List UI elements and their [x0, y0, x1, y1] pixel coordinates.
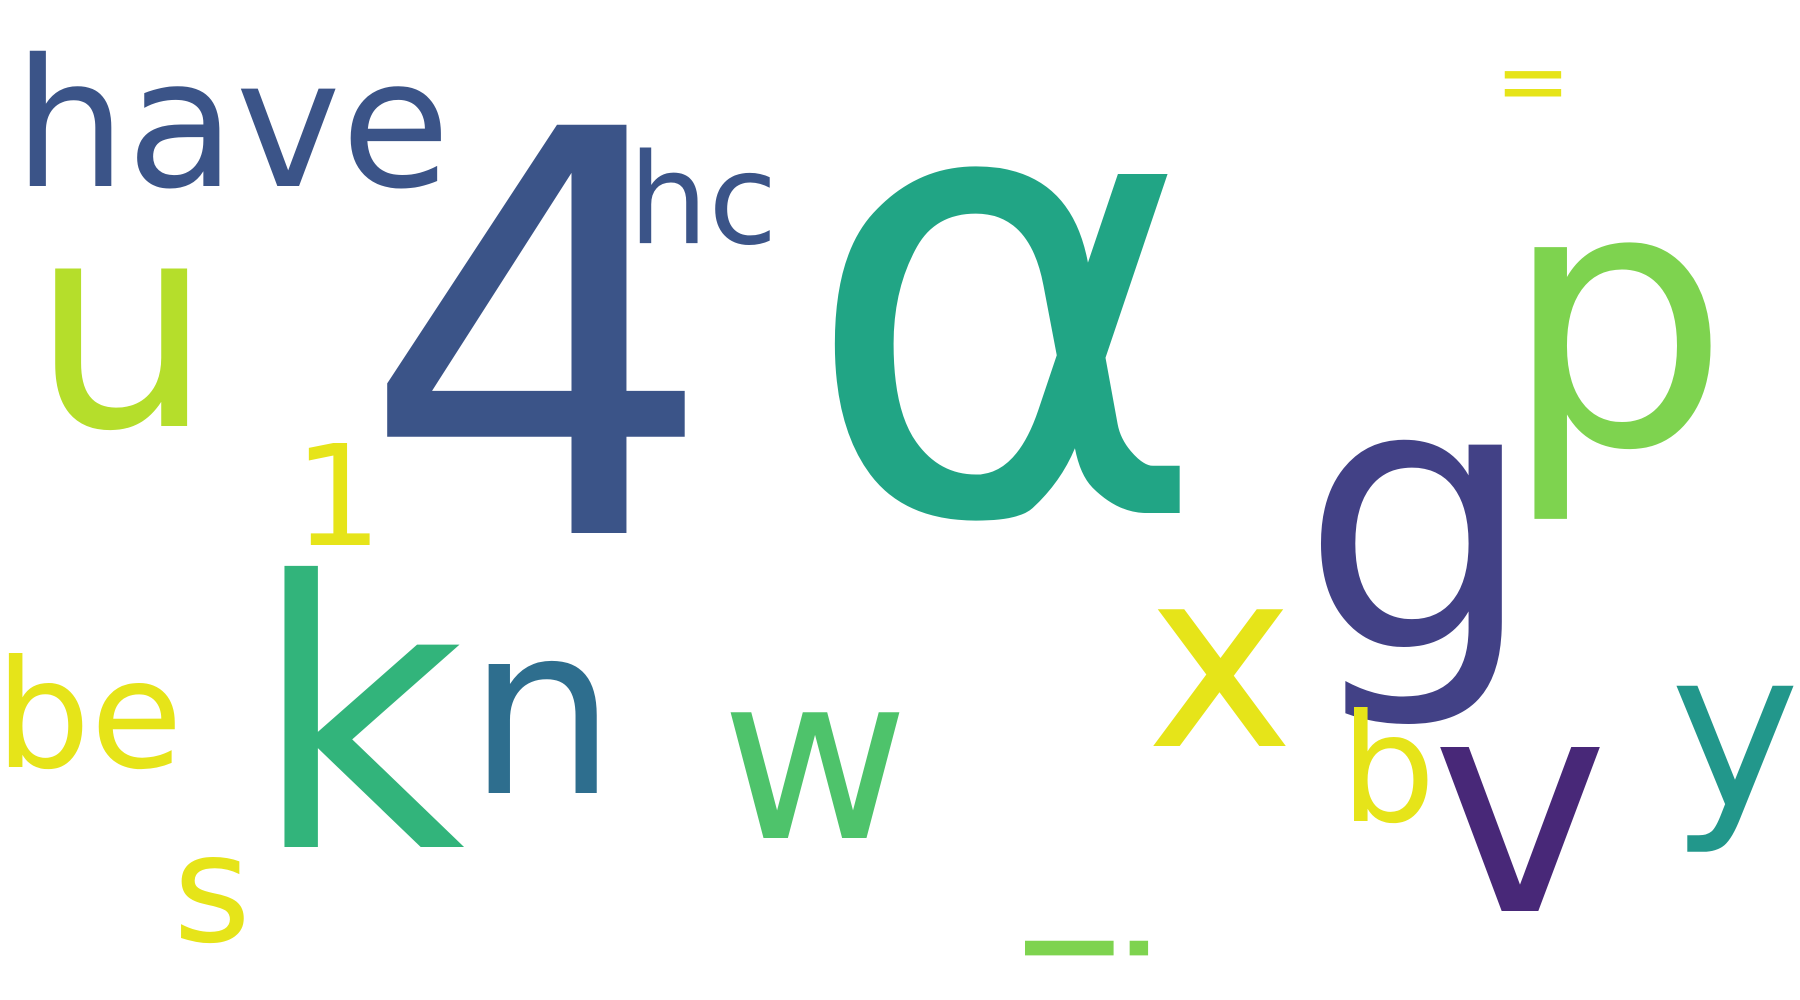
word-equals: =	[1495, 29, 1571, 134]
word-p: p	[1501, 110, 1731, 529]
word-hc: hc	[628, 126, 778, 273]
word-have: have	[13, 21, 451, 228]
word-i: i	[986, 925, 1174, 971]
word-x: x	[1146, 514, 1294, 805]
word-be: be	[0, 629, 183, 803]
word-b: b	[1340, 683, 1436, 857]
word-u: u	[30, 159, 214, 494]
word-one: 1	[293, 416, 383, 579]
word-four: 4	[359, 14, 717, 666]
word-v: v	[1431, 633, 1609, 982]
word-w: w	[720, 626, 910, 893]
word-g: g	[1300, 305, 1536, 735]
word-alpha: α	[800, 0, 1210, 660]
word-n: n	[467, 574, 617, 849]
word-y: y	[1669, 602, 1800, 858]
word-s: s	[172, 803, 252, 977]
word-k: k	[250, 505, 466, 935]
